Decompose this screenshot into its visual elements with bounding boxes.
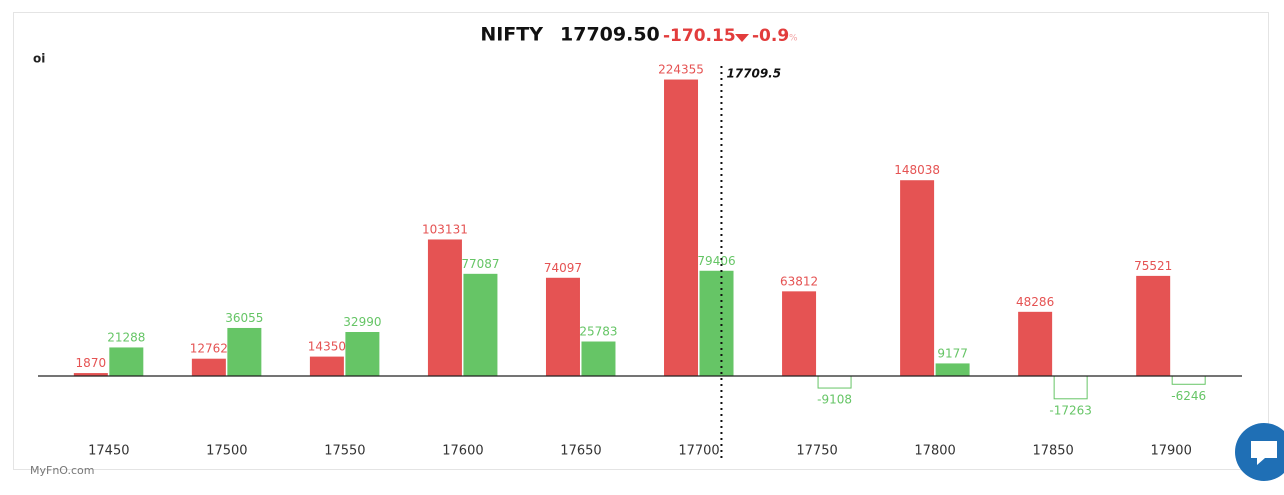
- bar: [191, 358, 226, 377]
- bar: [463, 273, 498, 377]
- value-label: -6246: [1171, 389, 1206, 403]
- bar: [1053, 375, 1088, 400]
- x-tick-label: 17650: [560, 444, 601, 459]
- value-label: 21288: [107, 330, 145, 344]
- x-tick-label: 17900: [1150, 444, 1191, 459]
- bar: [699, 270, 734, 377]
- x-tick-label: 17600: [442, 444, 483, 459]
- chat-icon[interactable]: [1251, 441, 1277, 465]
- value-label: 75521: [1134, 259, 1172, 273]
- change-pct: -0.9: [752, 26, 789, 46]
- bar: [1136, 275, 1171, 377]
- value-label: -9108: [817, 393, 852, 407]
- x-tick-label: 17850: [1032, 444, 1073, 459]
- value-label: -17263: [1049, 403, 1092, 417]
- value-label: 1870: [76, 356, 107, 370]
- value-label: 79406: [697, 254, 735, 268]
- plot: 1870 12762 14350 103131 74097 224355 63812 1480…: [38, 63, 1242, 462]
- value-label: 103131: [422, 222, 468, 236]
- x-tick-label: 17800: [914, 444, 955, 459]
- bar: [427, 239, 462, 377]
- symbol: NIFTY: [480, 24, 543, 46]
- bar: [782, 291, 817, 377]
- value-label: 12762: [190, 342, 228, 356]
- chat-button[interactable]: [1235, 423, 1284, 481]
- bar: [935, 363, 970, 377]
- x-tick-label: 17700: [678, 444, 719, 459]
- x-tick-label: 17550: [324, 444, 365, 459]
- spot-label: 17709.5: [726, 67, 781, 81]
- value-label: 224355: [658, 63, 704, 77]
- y-label: oi: [33, 52, 45, 66]
- value-label: 77087: [461, 257, 499, 271]
- bar: [227, 327, 262, 377]
- value-label: 14350: [308, 340, 346, 354]
- bar: [900, 180, 935, 377]
- bar: [109, 347, 144, 377]
- down-arrow: [735, 34, 749, 42]
- bar: [1171, 375, 1206, 385]
- frame: [13, 12, 1269, 470]
- change: -170.15: [663, 26, 736, 46]
- pct-unit: %: [789, 34, 798, 44]
- bar: [545, 277, 580, 377]
- value-label: 148038: [894, 163, 940, 177]
- watermark: MyFnO.com: [30, 464, 95, 477]
- x-tick-label: 17450: [88, 444, 129, 459]
- bar: [817, 375, 852, 389]
- x-tick-label: 17500: [206, 444, 247, 459]
- value-label: 32990: [343, 315, 381, 329]
- value-label: 25783: [579, 325, 617, 339]
- bar: [345, 332, 380, 377]
- bar: [1018, 311, 1053, 377]
- bar: [309, 356, 344, 377]
- value-label: 63812: [780, 274, 818, 288]
- value-label: 48286: [1016, 295, 1054, 309]
- price: 17709.50: [560, 24, 660, 46]
- value-label: 36055: [225, 311, 263, 325]
- bar: [664, 79, 699, 377]
- value-label: 74097: [544, 261, 582, 275]
- value-label: 9177: [937, 346, 968, 360]
- bar: [581, 341, 616, 377]
- x-tick-label: 17750: [796, 444, 837, 459]
